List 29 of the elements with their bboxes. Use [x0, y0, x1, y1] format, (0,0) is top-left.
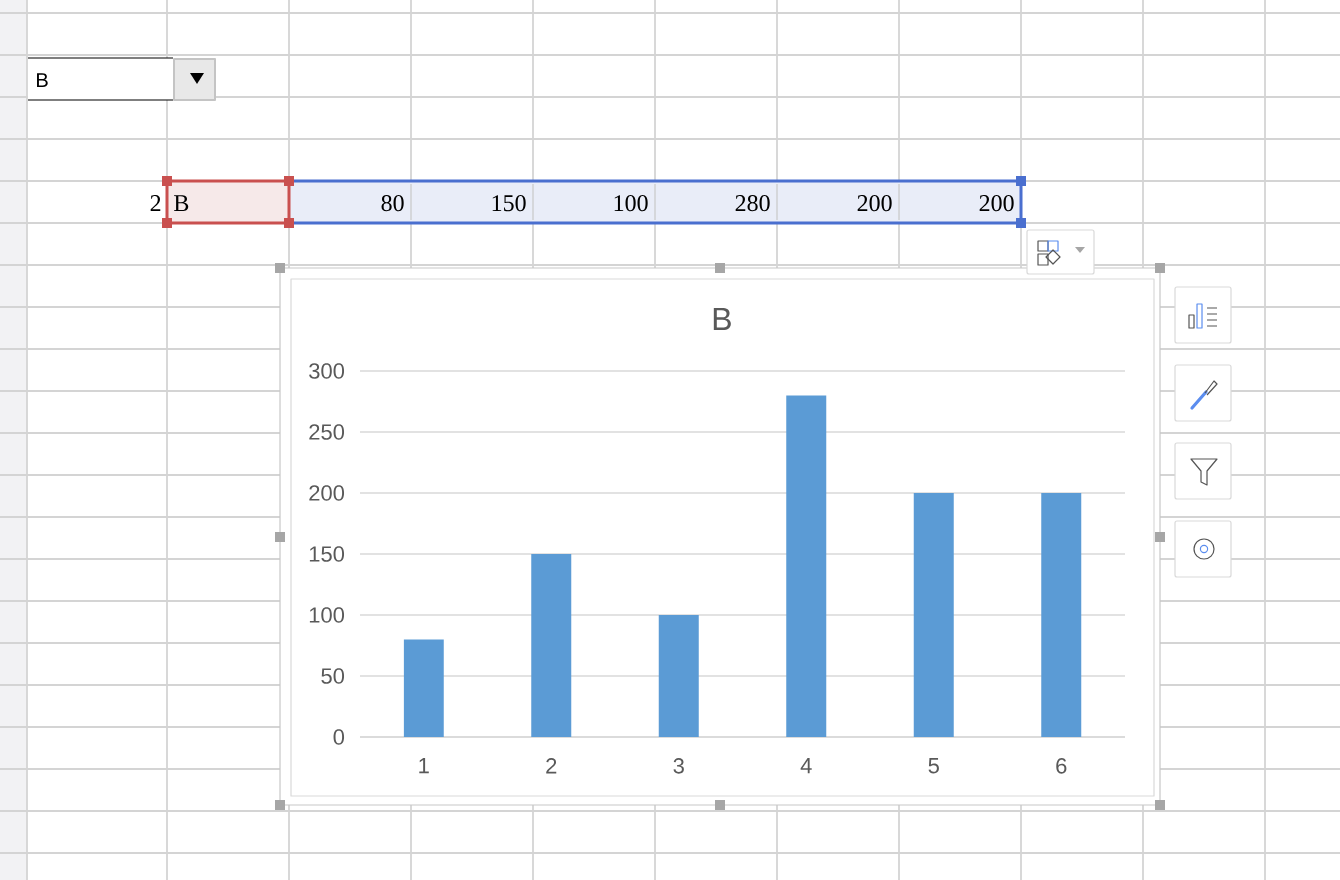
y-tick-label: 150 [309, 546, 345, 562]
x-tick-label: 1 [419, 758, 429, 774]
y-tick-label: 250 [309, 424, 345, 440]
text: 280 [735, 195, 770, 212]
text: 80 [381, 195, 404, 212]
x-tick-label: 4 [800, 758, 812, 774]
text: 2 [150, 195, 161, 211]
bar [531, 554, 572, 737]
text: 200 [857, 195, 892, 212]
y-tick-label: 200 [309, 485, 345, 501]
y-tick-label: 50 [321, 668, 345, 684]
x-tick-label: 5 [928, 758, 939, 774]
bar [786, 395, 827, 737]
bar [658, 615, 699, 737]
text: 150 [492, 195, 526, 212]
x-tick-label: 2 [546, 758, 557, 774]
text: B [174, 195, 189, 212]
bar [403, 639, 444, 737]
y-tick-label: 100 [309, 607, 345, 623]
bar [1041, 493, 1082, 737]
x-tick-label: 6 [1056, 758, 1067, 774]
chart-title: B [713, 307, 731, 331]
text: 100 [614, 195, 648, 212]
x-tick-label: 3 [673, 758, 684, 774]
y-tick-label: 300 [309, 363, 345, 379]
bar [913, 493, 954, 737]
text: 200 [979, 195, 1014, 212]
text: B [37, 73, 48, 87]
y-tick-label: 0 [333, 729, 345, 745]
